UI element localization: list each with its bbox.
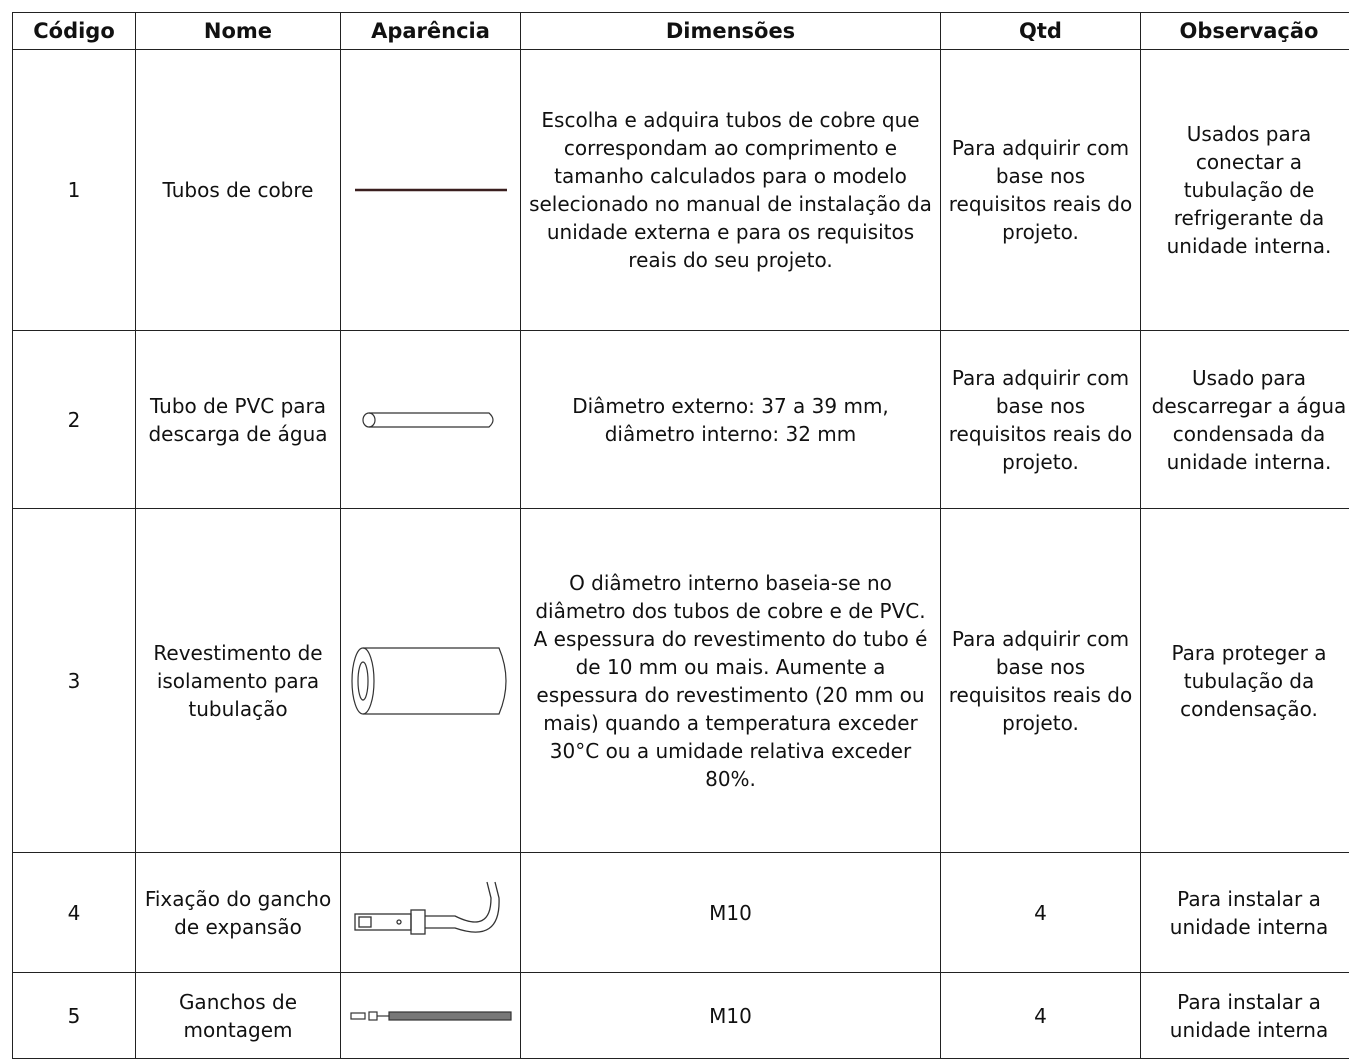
code: 4 — [12, 852, 136, 973]
appearance — [340, 508, 521, 853]
header-row: Código Nome Aparência Dimensões Qtd Obse… — [12, 12, 1349, 50]
parts-table: Código Nome Aparência Dimensões Qtd Obse… — [12, 12, 1349, 1059]
quantity: Para adquirir com base nos requisitos re… — [940, 49, 1141, 331]
appearance — [340, 330, 521, 509]
quantity: 4 — [940, 852, 1141, 973]
note: Para instalar a unidade interna — [1140, 972, 1349, 1059]
code: 1 — [12, 49, 136, 331]
row: 4 Fixação do gancho de expansão M10 4 Pa… — [12, 852, 1349, 973]
row: 1 Tubos de cobre Escolha e adquira tubos… — [12, 49, 1349, 331]
name: Fixação do gancho de expansão — [135, 852, 341, 973]
dimensions: Escolha e adquira tubos de cobre que cor… — [520, 49, 941, 331]
note: Para proteger a tubulação da condensação… — [1140, 508, 1349, 853]
code: 5 — [12, 972, 136, 1059]
dimensions: Diâmetro externo: 37 a 39 mm, diâmetro i… — [520, 330, 941, 509]
note: Usados para conectar a tubulação de refr… — [1140, 49, 1349, 331]
dimensions: O diâmetro interno baseia-se no diâmetro… — [520, 508, 941, 853]
quantity: 4 — [940, 972, 1141, 1059]
header-cell: Qtd — [940, 12, 1141, 50]
pvc-pipe-icon — [361, 411, 494, 428]
quantity: Para adquirir com base nos requisitos re… — [940, 508, 1141, 853]
header-cell: Nome — [135, 12, 341, 50]
note: Para instalar a unidade interna — [1140, 852, 1349, 973]
name: Tubos de cobre — [135, 49, 341, 331]
insulation-icon — [350, 646, 507, 715]
code: 3 — [12, 508, 136, 853]
name: Tubo de PVC para descarga de água — [135, 330, 341, 509]
header-cell: Aparência — [340, 12, 521, 50]
row: 3 Revestimento de isolamento para tubula… — [12, 508, 1349, 853]
header-cell: Código — [12, 12, 136, 50]
dimensions: M10 — [520, 852, 941, 973]
mounting-hook-icon — [349, 1010, 512, 1021]
name: Revestimento de isolamento para tubulaçã… — [135, 508, 341, 853]
appearance — [340, 972, 521, 1059]
header-cell: Dimensões — [520, 12, 941, 50]
appearance — [340, 852, 521, 973]
expansion-hook-icon — [353, 881, 500, 935]
header-cell: Observação — [1140, 12, 1349, 50]
code: 2 — [12, 330, 136, 509]
appearance — [340, 49, 521, 331]
row: 5 Ganchos de montagem M10 4 Para instala… — [12, 972, 1349, 1059]
copper-pipe-icon — [354, 188, 507, 192]
name: Ganchos de montagem — [135, 972, 341, 1059]
note: Usado para descarregar a água condensada… — [1140, 330, 1349, 509]
quantity: Para adquirir com base nos requisitos re… — [940, 330, 1141, 509]
dimensions: M10 — [520, 972, 941, 1059]
row: 2 Tubo de PVC para descarga de água Diâm… — [12, 330, 1349, 509]
